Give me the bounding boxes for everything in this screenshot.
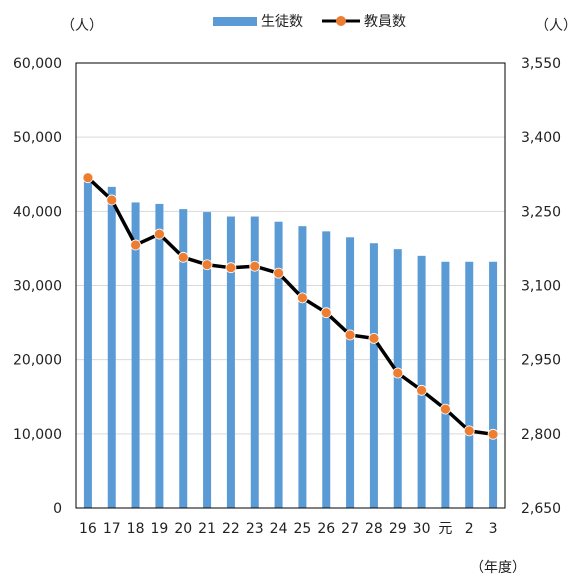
left-tick-label: 40,000 — [13, 204, 62, 220]
bar — [250, 216, 259, 508]
line-point — [177, 251, 189, 263]
line-point — [487, 428, 499, 440]
x-axis-label: （年度） — [470, 560, 526, 576]
x-tick-label: 30 — [413, 521, 431, 537]
bar — [131, 202, 140, 508]
line-point — [344, 329, 356, 341]
bar — [417, 255, 426, 508]
left-tick-label: 50,000 — [13, 130, 62, 146]
right-tick-label: 2,650 — [521, 501, 561, 517]
line-point — [154, 228, 165, 240]
bar — [298, 226, 307, 508]
bar-series-students — [83, 175, 498, 509]
x-tick-label: 28 — [365, 521, 383, 537]
line-point — [416, 384, 427, 396]
line-point — [297, 292, 308, 304]
bar — [489, 261, 498, 508]
right-tick-label: 2,950 — [521, 353, 561, 369]
line-point — [392, 367, 404, 379]
bar — [107, 186, 116, 508]
line-point — [201, 259, 213, 271]
plot-frame — [75, 62, 506, 509]
x-tick-label: 2 — [465, 521, 474, 537]
left-tick-label: 0 — [53, 501, 62, 517]
x-tick-label: 29 — [389, 521, 407, 537]
right-tick-label: 2,800 — [521, 427, 561, 443]
right-tick-label: 3,250 — [521, 204, 561, 220]
left-tick-label: 60,000 — [13, 56, 62, 72]
left-tick-label: 30,000 — [13, 279, 62, 295]
line-point — [273, 267, 284, 279]
line-point — [440, 403, 451, 415]
right-tick-label: 3,550 — [521, 56, 561, 72]
left-tick-label: 20,000 — [13, 353, 62, 369]
bar — [346, 237, 355, 508]
bar — [441, 261, 450, 508]
bar — [393, 249, 402, 509]
x-tick-label: 元 — [438, 521, 452, 537]
bar — [203, 212, 212, 508]
line-path — [86, 176, 494, 437]
legend: 生徒数 教員数 — [213, 14, 406, 30]
line-point — [82, 172, 94, 184]
line-point — [368, 333, 380, 344]
x-tick-label: 18 — [127, 521, 145, 537]
bar — [369, 243, 378, 508]
right-tick-label: 3,100 — [521, 279, 561, 295]
bar — [155, 203, 164, 508]
x-tick-label: 3 — [489, 521, 498, 537]
axes: 0 2,650 10,000 2,800 20,000 2,950 30,000 3,100 4… — [13, 56, 561, 537]
right-axis-unit-label: （人） — [535, 18, 577, 34]
legend-marker — [336, 16, 346, 26]
legend-label-students: 生徒数 — [261, 14, 303, 30]
bar — [274, 221, 283, 508]
line-point — [106, 194, 118, 206]
bar — [226, 216, 235, 508]
x-tick-label: 21 — [198, 521, 216, 537]
right-tick-label: 3,400 — [521, 130, 561, 146]
bar — [322, 231, 331, 508]
line-point — [320, 307, 332, 319]
bar — [83, 175, 92, 508]
line-point — [225, 262, 237, 274]
bar — [179, 209, 188, 508]
legend-bar-swatch — [213, 17, 257, 26]
line-point — [130, 239, 141, 251]
line-point — [249, 260, 261, 272]
left-tick-label: 10,000 — [13, 427, 62, 443]
x-tick-label: 17 — [103, 521, 121, 537]
x-tick-label: 19 — [151, 521, 169, 537]
x-tick-label: 22 — [222, 521, 240, 537]
line-point — [463, 425, 475, 437]
x-tick-label: 16 — [79, 521, 97, 537]
x-tick-label: 23 — [246, 521, 264, 537]
x-tick-label: 27 — [341, 521, 359, 537]
x-tick-label: 25 — [294, 521, 312, 537]
bar — [465, 261, 474, 508]
legend-label-teachers: 教員数 — [364, 14, 406, 30]
x-tick-label: 26 — [317, 521, 335, 537]
x-tick-label: 20 — [174, 521, 192, 537]
x-tick-label: 24 — [270, 521, 288, 537]
left-axis-unit-label: （人） — [61, 18, 103, 34]
line-series-teachers — [82, 172, 499, 440]
